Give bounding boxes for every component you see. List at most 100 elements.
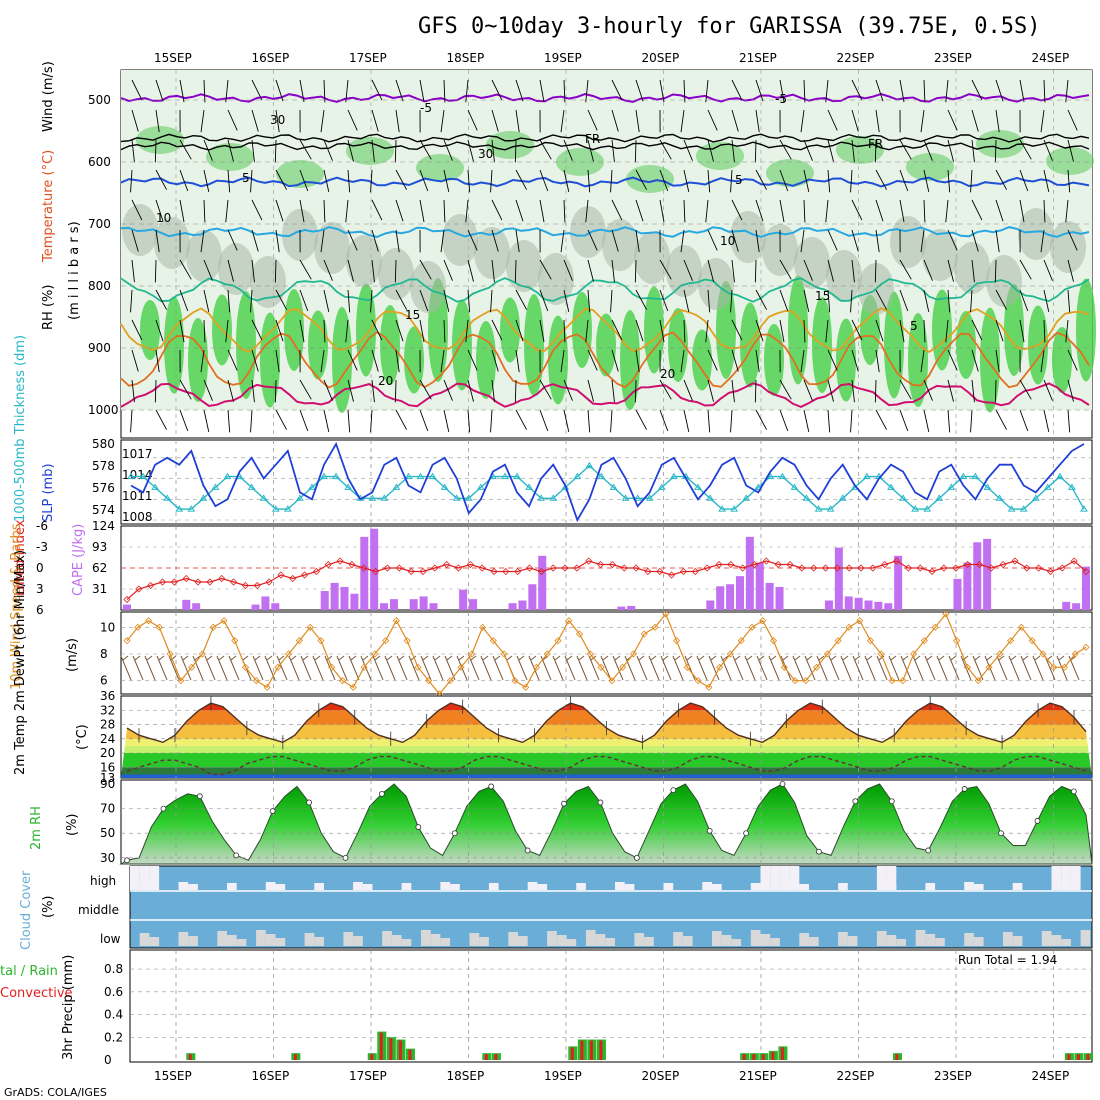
rh-upper-blob — [976, 130, 1024, 158]
wind-barb — [371, 229, 379, 252]
temperature-contour-line — [120, 277, 1090, 303]
wind10-barb-flag — [818, 655, 825, 661]
rh2m-grid — [121, 780, 1092, 864]
thickness-point — [428, 472, 437, 480]
wind10-barb-flag — [122, 655, 129, 661]
wind10-barb — [768, 655, 780, 681]
rh-high-blob — [956, 311, 976, 379]
wind10-barb-flag — [578, 655, 585, 661]
wind-barb — [539, 169, 549, 192]
wind-barb — [899, 409, 909, 432]
cloud-high-block — [789, 866, 800, 890]
wind-barb — [1043, 199, 1046, 223]
lifted-index-point — [952, 564, 960, 572]
wind10-barb — [720, 655, 732, 681]
date-label-bottom: 20SEP — [642, 1069, 680, 1083]
wind-barb — [587, 289, 591, 313]
cloud-high-block — [314, 883, 324, 890]
wind-barb — [995, 349, 1000, 373]
wind10-point — [1050, 663, 1058, 671]
wind10-barb-flag — [278, 655, 285, 661]
wind-barb — [899, 79, 905, 103]
wind-barb — [971, 109, 979, 132]
rh2m-point — [998, 830, 1004, 837]
wind10-frame — [120, 611, 1093, 695]
temp-tick: 36 — [100, 689, 115, 703]
lifted-index-point — [135, 585, 143, 593]
wind10-barb — [876, 655, 888, 681]
wind-barb — [443, 169, 450, 192]
cape-bar — [350, 593, 359, 610]
thickness-point — [838, 494, 847, 501]
date-label-top: 19SEP — [544, 51, 582, 65]
wind-barb — [851, 259, 855, 283]
wind10-point — [468, 650, 476, 658]
rh2m-ticks: 90 70 50 30 — [100, 777, 115, 865]
cloud-low-block — [1061, 939, 1071, 946]
wind10-point — [619, 663, 627, 671]
wind-barb — [563, 409, 570, 432]
wind-barb — [370, 409, 373, 433]
precip-conv-bar — [771, 1051, 775, 1060]
contour-label: 5 — [735, 173, 743, 187]
wind-barb — [395, 319, 404, 342]
wind-barb — [851, 349, 859, 372]
wind-barb — [755, 229, 760, 253]
wind-barb — [994, 139, 997, 163]
lifted-index-point — [845, 564, 853, 572]
wind10-barb — [216, 655, 228, 681]
cloud-low-block — [149, 937, 160, 946]
date-label-top: 17SEP — [349, 51, 387, 65]
cloud-low-block — [605, 938, 615, 946]
wind-barb — [370, 289, 373, 313]
contour-label: 15 — [405, 308, 420, 322]
cloud-high-block — [886, 884, 897, 890]
wind-barb — [275, 169, 287, 190]
wind10-grid — [121, 612, 1092, 694]
wind-barb — [995, 199, 1004, 222]
wind-barb — [323, 379, 333, 401]
wind-barb — [563, 139, 573, 161]
cloud-low-block — [314, 937, 324, 946]
rh-high-blob — [692, 329, 712, 391]
wind-barb — [225, 319, 229, 343]
thickness-point — [971, 472, 980, 480]
wind-barb — [899, 139, 912, 160]
wind10-barb — [636, 655, 648, 681]
thickness-point — [513, 472, 521, 480]
wind-barb — [705, 199, 709, 223]
thickness-point — [621, 494, 630, 501]
rh2m-point — [415, 824, 422, 830]
wind10-barb — [744, 655, 756, 681]
rh-mid-blob — [538, 253, 574, 305]
wind-barb — [563, 379, 573, 401]
cloud-high-block — [712, 884, 722, 890]
wind-barb — [1067, 289, 1071, 313]
cape-bar — [518, 600, 527, 610]
lifted-index-point — [383, 564, 392, 572]
wind10-point — [705, 683, 713, 691]
cloud-low-block — [217, 931, 227, 946]
wind10-point — [446, 677, 454, 685]
cloud-low-block — [925, 934, 936, 946]
thickness-point — [344, 483, 353, 490]
wind-barb — [731, 199, 743, 221]
lifted-index-point — [999, 560, 1007, 569]
thickness-point — [211, 483, 220, 490]
wind10-barb — [348, 655, 360, 681]
cape-bar — [508, 603, 517, 610]
rh2m-point — [852, 798, 859, 805]
wind-barb — [875, 319, 884, 342]
cape-bar — [706, 600, 715, 610]
wind-barb — [635, 169, 647, 190]
wind-barb — [635, 349, 640, 373]
cloud-low-block — [139, 933, 150, 946]
rh-high-blob — [164, 296, 184, 394]
wind-barb — [395, 109, 400, 133]
slp-tick: 1011 — [122, 489, 153, 503]
wind-barb — [1040, 349, 1045, 373]
rh2m-point — [597, 799, 604, 806]
lifted-index-point — [1011, 557, 1019, 565]
wind-barb — [731, 349, 739, 372]
